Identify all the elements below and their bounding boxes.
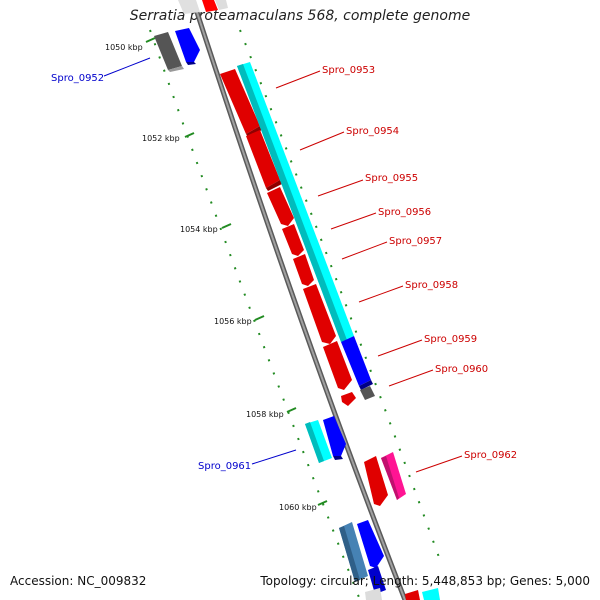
gene-spro-0954-arrow[interactable] [246,130,282,191]
gene-spro-0960-arrow[interactable] [341,392,356,406]
gene-spro-0952-block[interactable] [154,28,200,72]
gene-spro-0959-arrow[interactable] [323,341,352,390]
gene-label-spro-0961[interactable]: Spro_0961 [198,461,251,472]
page-title: Serratia proteamaculans 568, complete ge… [129,8,471,24]
genome-info-text: Topology: circular; Length: 5,448,853 bp… [260,574,590,588]
feature-bottom-steel[interactable] [339,522,368,582]
accession-text: Accession: NC_009832 [10,574,147,588]
gene-spro-0961-block[interactable] [305,416,346,463]
ruler-label-1054: 1054 kbp [180,225,218,234]
feature-blue-block[interactable] [341,336,373,390]
label-leader-lines [103,57,463,473]
gene-label-spro-0957[interactable]: Spro_0957 [389,236,442,247]
gene-label-spro-0955[interactable]: Spro_0955 [365,173,418,184]
gene-label-spro-0958[interactable]: Spro_0958 [405,280,458,291]
feature-top-partial[interactable] [178,0,228,14]
ruler-label-1056: 1056 kbp [214,317,252,326]
ruler-ticks [145,37,328,506]
gene-label-spro-0956[interactable]: Spro_0956 [378,207,431,218]
gene-label-spro-0959[interactable]: Spro_0959 [424,334,477,345]
ruler-label-1052: 1052 kbp [142,134,180,143]
gene-spro-0962-block[interactable] [364,452,406,506]
gene-spro-0956-arrow[interactable] [282,224,304,256]
gene-spro-0957-arrow[interactable] [293,254,314,286]
gene-spro-0953-arrow[interactable] [220,69,262,137]
gene-spro-0958-arrow[interactable] [303,284,336,344]
ruler-outer-line [239,29,441,561]
feature-gray-small[interactable] [360,386,375,400]
ruler-label-1050: 1050 kbp [105,43,143,52]
feature-bottom-partial[interactable] [365,588,440,600]
ruler-label-1058: 1058 kbp [246,410,284,419]
ruler-label-1060: 1060 kbp [279,503,317,512]
gene-label-spro-0952[interactable]: Spro_0952 [51,73,104,84]
gene-label-spro-0954[interactable]: Spro_0954 [346,126,399,137]
feature-cyan-band[interactable] [237,62,354,342]
gene-label-spro-0962[interactable]: Spro_0962 [464,450,517,461]
gene-label-spro-0960[interactable]: Spro_0960 [435,364,488,375]
gene-label-spro-0953[interactable]: Spro_0953 [322,65,375,76]
feature-bottom-blue[interactable] [357,520,386,594]
gene-spro-0955-arrow[interactable] [267,187,294,226]
